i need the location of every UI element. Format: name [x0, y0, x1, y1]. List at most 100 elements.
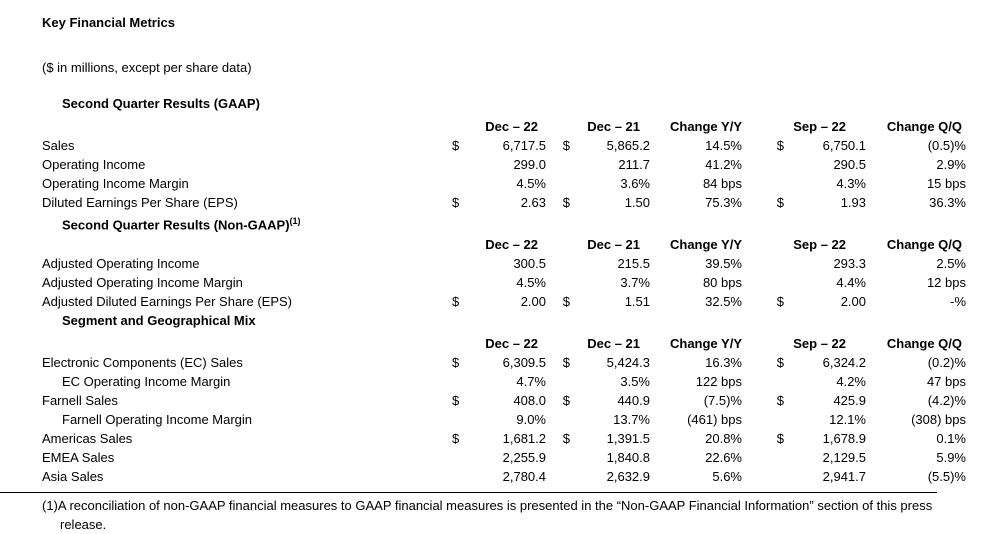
cell-value: (0.2)%: [927, 355, 966, 370]
column-header: Change Q/Q: [886, 119, 962, 134]
cell-value: 84 bps: [702, 176, 742, 191]
cell-value: 5.6%: [712, 469, 742, 484]
cell-value: 2.00: [520, 294, 546, 309]
cell-value: 4.3%: [836, 176, 866, 191]
cell-value: 75.3%: [705, 195, 742, 210]
table-row: Adjusted Diluted Earnings Per Share (EPS…: [42, 292, 1000, 311]
cell-value: 293.3: [833, 256, 866, 271]
dollar-sign: [742, 467, 784, 486]
dollar-sign: [452, 467, 466, 486]
dollar-sign: [452, 155, 466, 174]
cell-value: 32.5%: [705, 294, 742, 309]
section-title: Second Quarter Results (Non-GAAP)(1): [62, 216, 301, 233]
cell-value: 2.5%: [936, 256, 966, 271]
dollar-sign: $: [562, 431, 570, 446]
dollar-sign: [546, 372, 570, 391]
units-note: ($ in millions, except per share data): [42, 60, 252, 75]
dollar-sign: [742, 254, 784, 273]
cell-value: 1.93: [840, 195, 866, 210]
column-header: Change Y/Y: [669, 336, 742, 351]
section-title: Second Quarter Results (GAAP): [62, 96, 260, 111]
column-header: Sep – 22: [793, 336, 846, 351]
cell-value: 80 bps: [702, 275, 742, 290]
column-header: Dec – 21: [587, 336, 640, 351]
dollar-sign: $: [562, 138, 570, 153]
dollar-sign: $: [776, 294, 784, 309]
cell-value: 22.6%: [705, 450, 742, 465]
table-row: Asia Sales 2,780.4 2,632.9 5.6% 2,941.7 (5.5)…: [42, 467, 1000, 486]
cell-value: 6,750.1: [822, 138, 866, 153]
cell-value: 6,717.5: [502, 138, 546, 153]
footnote-marker: (1): [42, 498, 58, 513]
dollar-sign: [742, 174, 784, 193]
row-label: Operating Income: [42, 157, 146, 172]
cell-value: 14.5%: [705, 138, 742, 153]
cell-value: 2,780.4: [502, 469, 546, 484]
row-label: EC Operating Income Margin: [62, 374, 231, 389]
column-header: Dec – 21: [587, 237, 640, 252]
cell-value: (308) bps: [911, 412, 966, 427]
cell-value: 15 bps: [926, 176, 966, 191]
cell-value: 9.0%: [516, 412, 546, 427]
cell-value: -%: [950, 294, 966, 309]
cell-value: 2,255.9: [502, 450, 546, 465]
dollar-sign: [546, 155, 570, 174]
table-row: Americas Sales $1,681.2 $1,391.5 20.8% $1,67…: [42, 429, 1000, 448]
table-row: EMEA Sales 2,255.9 1,840.8 22.6% 2,129.5 5.9%: [42, 448, 1000, 467]
column-header: Sep – 22: [793, 119, 846, 134]
dollar-sign: $: [452, 138, 460, 153]
table-row: EC Operating Income Margin 4.7% 3.5% 122 bp…: [42, 372, 1000, 391]
footnote-text: A reconciliation of non-GAAP financial m…: [57, 498, 933, 532]
cell-value: 1,678.9: [822, 431, 866, 446]
cell-value: 12.1%: [829, 412, 866, 427]
cell-value: 5,865.2: [606, 138, 650, 153]
cell-value: 425.9: [833, 393, 866, 408]
footnote-reference: (1): [289, 216, 301, 226]
row-label: Adjusted Operating Income Margin: [42, 275, 243, 290]
dollar-sign: [742, 410, 784, 429]
dollar-sign: [546, 467, 570, 486]
row-label: Operating Income Margin: [42, 176, 189, 191]
cell-value: 1,681.2: [502, 431, 546, 446]
dollar-sign: [742, 155, 784, 174]
dollar-sign: $: [452, 195, 460, 210]
dollar-sign: $: [562, 355, 570, 370]
dollar-sign: $: [562, 393, 570, 408]
dollar-sign: [452, 273, 466, 292]
cell-value: 408.0: [513, 393, 546, 408]
cell-value: 2.63: [520, 195, 546, 210]
cell-value: 2.9%: [936, 157, 966, 172]
cell-value: 299.0: [513, 157, 546, 172]
dollar-sign: [546, 254, 570, 273]
cell-value: 2.00: [840, 294, 866, 309]
dollar-sign: [546, 448, 570, 467]
dollar-sign: $: [776, 195, 784, 210]
column-header-row: Dec – 22 Dec – 21 Change Y/Y Sep – 22 Change…: [42, 117, 1000, 136]
cell-value: 211.7: [618, 157, 650, 172]
cell-value: 122 bps: [695, 374, 742, 389]
cell-value: 4.5%: [516, 176, 546, 191]
section-title: Segment and Geographical Mix: [62, 313, 256, 328]
cell-value: 1,391.5: [606, 431, 650, 446]
column-header-row: Dec – 22 Dec – 21 Change Y/Y Sep – 22 Change…: [42, 334, 1000, 353]
row-label: EMEA Sales: [42, 450, 115, 465]
cell-value: 1.51: [624, 294, 650, 309]
cell-value: 290.5: [833, 157, 866, 172]
dollar-sign: $: [776, 393, 784, 408]
cell-value: 36.3%: [929, 195, 966, 210]
dollar-sign: $: [776, 431, 784, 446]
dollar-sign: [546, 174, 570, 193]
cell-value: (7.5)%: [703, 393, 742, 408]
cell-value: 5.9%: [936, 450, 966, 465]
dollar-sign: [452, 254, 466, 273]
column-header: Dec – 21: [587, 119, 640, 134]
table-row: Adjusted Operating Income Margin 4.5% 3.7%…: [42, 273, 1000, 292]
cell-value: 16.3%: [705, 355, 742, 370]
table-row: Operating Income Margin 4.5% 3.6% 84 bps 4.3…: [42, 174, 1000, 193]
cell-value: 0.1%: [936, 431, 966, 446]
column-header: Change Q/Q: [886, 336, 962, 351]
dollar-sign: [742, 448, 784, 467]
cell-value: 6,309.5: [502, 355, 546, 370]
footnote-divider: [0, 492, 937, 493]
